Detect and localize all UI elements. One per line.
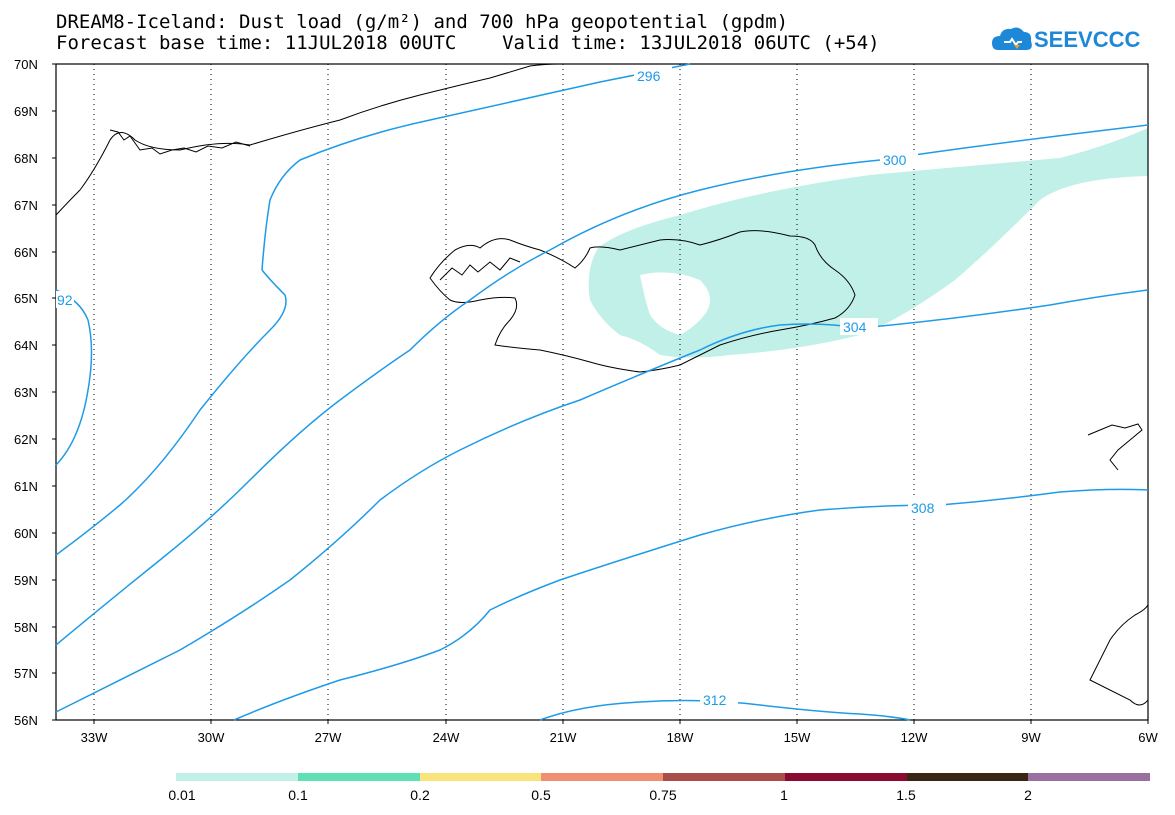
contour-labels: 296 300 304 308 312 92 — [56, 67, 946, 708]
contour-312 — [539, 699, 911, 721]
contour-label-300: 300 — [883, 152, 907, 168]
cloud-icon — [992, 27, 1032, 50]
contour-296-north — [261, 63, 691, 271]
lat-label: 70N — [14, 57, 38, 72]
contour-300 — [55, 124, 1149, 646]
colorbar-swatch — [419, 773, 542, 781]
colorbar-swatch — [541, 773, 663, 781]
greenland-coast-detail — [109, 129, 251, 155]
lat-label: 63N — [14, 385, 38, 400]
contour-296 — [55, 289, 93, 466]
scotland-coast — [1089, 603, 1149, 706]
lon-label: 33W — [81, 730, 108, 745]
lat-label: 66N — [14, 245, 38, 260]
faroe-coast — [1087, 423, 1143, 471]
colorbar-swatch — [906, 773, 1029, 781]
lon-label: 27W — [315, 730, 342, 745]
lon-label: 9W — [1021, 730, 1041, 745]
colorbar-label: 1.5 — [896, 787, 916, 803]
lat-label: 62N — [14, 432, 38, 447]
lon-label: 6W — [1138, 730, 1158, 745]
lat-label: 65N — [14, 291, 38, 306]
contour-296-west — [55, 269, 287, 556]
lat-label: 67N — [14, 198, 38, 213]
lat-label: 56N — [14, 713, 38, 728]
colorbar-swatch — [663, 773, 785, 781]
colorbar-label: 2 — [1024, 787, 1032, 803]
colorbar — [176, 773, 1150, 781]
colorbar-swatch — [1028, 773, 1150, 781]
logo-text: SEEVCCC — [1034, 27, 1141, 52]
colorbar-label: 0.01 — [168, 787, 196, 803]
colorbar-swatch — [176, 773, 298, 781]
dust-gap — [640, 272, 710, 335]
lat-label: 61N — [14, 479, 38, 494]
lat-label: 68N — [14, 151, 38, 166]
iceland-west-fjords — [439, 257, 521, 281]
iceland-coast — [429, 230, 856, 373]
longitude-labels: 33W 30W 27W 24W 21W 18W 15W 12W 9W 6W — [81, 730, 1159, 745]
colorbar-label: 0.2 — [410, 787, 430, 803]
map-subtitle: Forecast base time: 11JUL2018 00UTC Vali… — [56, 32, 880, 54]
coastlines — [55, 63, 1149, 706]
colorbar-label: 0.1 — [288, 787, 308, 803]
lat-label: 59N — [14, 573, 38, 588]
axis-ticks — [52, 63, 1149, 724]
contour-label-296: 296 — [637, 68, 661, 84]
colorbar-swatch — [297, 773, 420, 781]
contour-label-308: 308 — [911, 500, 935, 516]
contour-304 — [55, 289, 1149, 713]
latitude-labels: 70N 69N 68N 67N 66N 65N 64N 63N 62N 61N … — [14, 57, 38, 728]
contour-label-292: 92 — [57, 292, 73, 308]
colorbar-label: 1 — [780, 787, 788, 803]
colorbar-label: 0.5 — [531, 787, 551, 803]
contour-label-312: 312 — [703, 692, 727, 708]
lon-label: 21W — [550, 730, 577, 745]
map-title: DREAM8-Iceland: Dust load (g/m²) and 700… — [56, 11, 789, 33]
lat-label: 57N — [14, 666, 38, 681]
lon-label: 18W — [667, 730, 694, 745]
lat-label: 69N — [14, 104, 38, 119]
geopotential-contours — [55, 63, 1149, 721]
lon-label: 24W — [433, 730, 460, 745]
colorbar-swatch — [784, 773, 907, 781]
contour-308 — [233, 488, 1149, 721]
map-frame — [55, 63, 1149, 721]
lat-label: 60N — [14, 526, 38, 541]
lat-label: 64N — [14, 338, 38, 353]
colorbar-label: 0.75 — [649, 787, 677, 803]
lon-label: 30W — [198, 730, 225, 745]
lon-label: 15W — [784, 730, 811, 745]
lon-label: 12W — [901, 730, 928, 745]
greenland-coast — [55, 63, 561, 216]
lat-label: 58N — [14, 620, 38, 635]
dust-area — [588, 128, 1148, 358]
contour-label-304: 304 — [843, 319, 867, 335]
